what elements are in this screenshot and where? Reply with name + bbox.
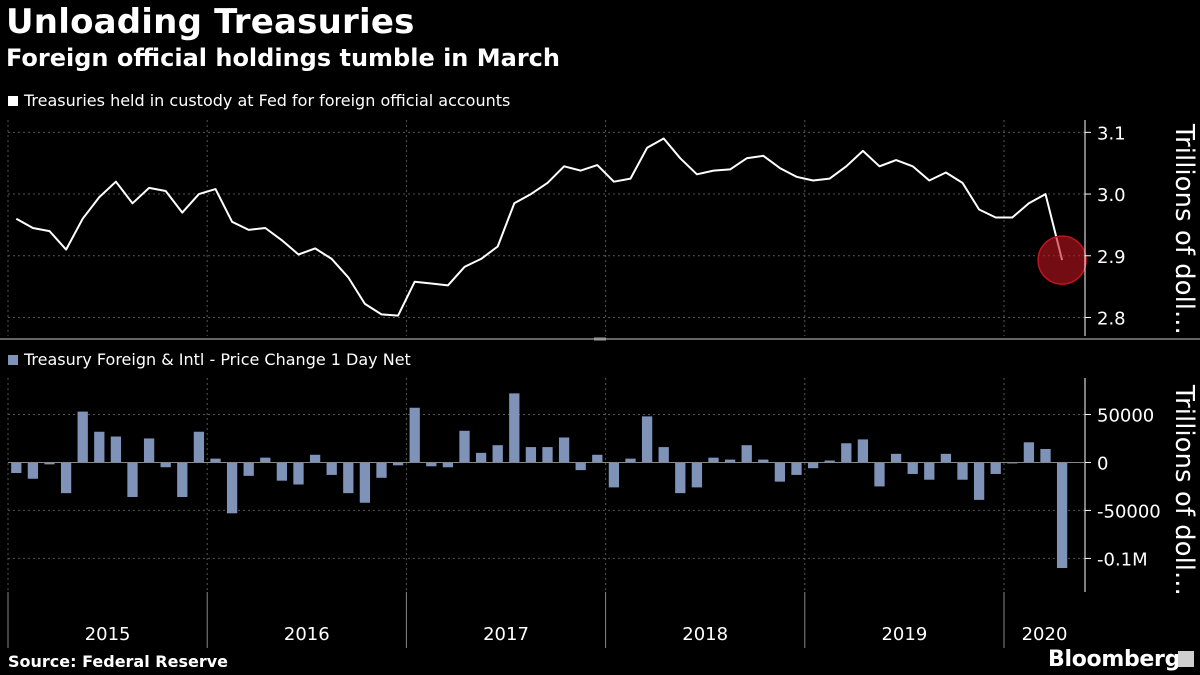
bar [293, 462, 304, 485]
bar [11, 462, 22, 474]
bar [27, 462, 39, 479]
bar [542, 447, 553, 463]
bottom-panel-grid [7, 378, 1085, 592]
bar [459, 430, 470, 463]
bar [1056, 462, 1068, 569]
legend-line-label: Treasuries held in custody at Fed for fo… [24, 91, 511, 110]
bar [475, 452, 487, 463]
legend-bar-swatch [8, 354, 18, 365]
bar [1023, 442, 1035, 463]
bar [940, 453, 952, 463]
bar [973, 462, 985, 500]
bar [44, 462, 55, 465]
bar [309, 454, 321, 463]
legend-line-swatch [8, 95, 18, 106]
top-y-tick-label: 3.0 [1097, 185, 1126, 206]
bar [791, 462, 802, 475]
bar [608, 462, 620, 488]
bar [509, 393, 520, 463]
bar [558, 437, 570, 463]
holdings-line [15, 137, 1064, 317]
bar [824, 460, 835, 463]
bar [758, 459, 769, 463]
bar [1040, 449, 1051, 463]
bottom-y-tick-label: 50000 [1097, 405, 1154, 426]
x-year-label: 2016 [284, 624, 330, 645]
bar [60, 462, 72, 494]
chart-subtitle: Foreign official holdings tumble in Marc… [6, 44, 560, 72]
bar-series [11, 393, 1068, 569]
top-panel-grid [7, 120, 1085, 336]
bar [426, 462, 437, 467]
bar [857, 439, 869, 463]
bar [492, 445, 503, 463]
bar [177, 462, 188, 497]
bottom-y-tick-label: -50000 [1097, 501, 1161, 522]
bar [193, 431, 205, 463]
bar [143, 438, 155, 463]
legend-bar-label: Treasury Foreign & Intl - Price Change 1… [24, 350, 411, 369]
brand-icon[interactable] [1178, 651, 1194, 667]
bar [841, 443, 852, 463]
bar [641, 416, 653, 463]
bar [343, 462, 354, 494]
x-year-label: 2020 [1022, 624, 1068, 645]
bar [94, 431, 105, 463]
x-year-label: 2019 [881, 624, 927, 645]
bar [990, 462, 1001, 474]
bar [592, 454, 603, 463]
legend-line: Treasuries held in custody at Fed for fo… [8, 91, 510, 110]
bar [276, 462, 288, 481]
x-year-label: 2015 [85, 624, 131, 645]
bar [807, 462, 819, 469]
chart-title: Unloading Treasuries [6, 2, 415, 42]
bar [658, 447, 669, 463]
bar [575, 462, 586, 471]
bar [260, 457, 271, 463]
bar [226, 462, 238, 514]
bar [77, 411, 88, 463]
bar [625, 458, 636, 463]
bar [359, 462, 371, 503]
bar [210, 458, 221, 463]
top-y-tick-label: 3.1 [1097, 123, 1126, 144]
bar [326, 462, 337, 475]
bar [376, 462, 387, 478]
bar [724, 459, 736, 463]
legend-bar: Treasury Foreign & Intl - Price Change 1… [8, 350, 411, 369]
bar [741, 445, 752, 463]
bar [127, 462, 138, 497]
bar [874, 462, 885, 487]
source-note: Source: Federal Reserve [8, 652, 228, 671]
bar [160, 462, 171, 468]
bar [957, 462, 968, 480]
bar [907, 462, 918, 474]
bar [890, 453, 902, 463]
x-year-label: 2018 [682, 624, 728, 645]
bar [675, 462, 686, 494]
bar [243, 462, 254, 476]
bar [525, 447, 537, 463]
bar [110, 436, 122, 463]
bar [691, 462, 703, 488]
top-y-tick-label: 2.9 [1097, 247, 1126, 268]
bottom-y-tick-label: -0.1M [1097, 549, 1148, 570]
line-series [15, 137, 1087, 317]
bar [924, 462, 935, 480]
axes: 3.1 3.0 2.9 2.8 50000 0 -50000 -0.1M 2015 2016 201… [0, 120, 1200, 648]
bar [774, 462, 786, 482]
brand-logo: Bloomberg [1048, 647, 1181, 672]
highlight-circle [1037, 235, 1087, 285]
bar [442, 462, 454, 468]
x-year-label: 2017 [483, 624, 529, 645]
bar [708, 457, 719, 463]
bar [409, 407, 420, 463]
top-y-tick-label: 2.8 [1097, 308, 1126, 329]
bar [392, 462, 404, 466]
bottom-y-tick-label: 0 [1097, 453, 1108, 474]
